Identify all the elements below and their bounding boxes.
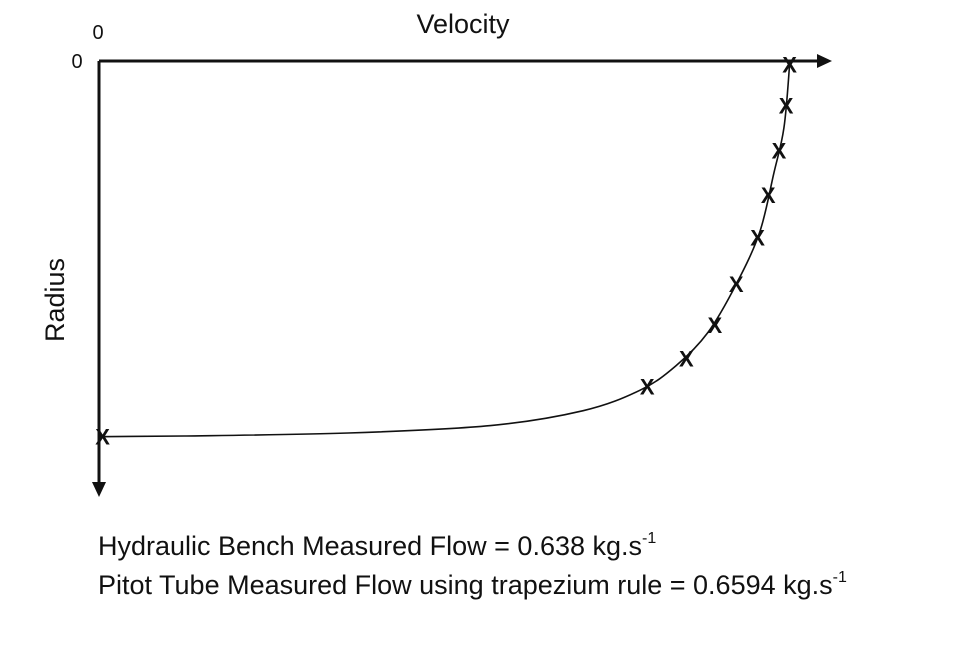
data-marker: X — [779, 94, 794, 119]
y-axis-label: Radius — [40, 258, 70, 342]
data-marker: X — [782, 53, 797, 78]
pitot-tube-flow-unit-exponent: -1 — [832, 569, 847, 586]
y-origin-label: 0 — [71, 51, 82, 73]
x-axis-arrowhead — [817, 54, 832, 68]
data-marker: X — [679, 347, 694, 372]
data-marker: X — [750, 226, 765, 251]
data-marker: X — [640, 375, 655, 400]
hydraulic-bench-flow-note: Hydraulic Bench Measured Flow = 0.638 kg… — [98, 530, 656, 562]
hydraulic-bench-flow-text: Hydraulic Bench Measured Flow = 0.638 kg… — [98, 531, 643, 561]
data-marker: X — [772, 138, 787, 163]
data-marker: X — [95, 425, 110, 450]
data-marker: X — [761, 183, 776, 208]
x-axis-label: Velocity — [416, 9, 510, 39]
pitot-tube-flow-note: Pitot Tube Measured Flow using trapezium… — [98, 569, 847, 601]
y-axis-arrowhead — [92, 482, 106, 497]
x-origin-label: 0 — [92, 22, 103, 44]
data-marker: X — [708, 313, 723, 338]
data-marker: X — [729, 272, 744, 297]
hydraulic-bench-flow-unit-exponent: -1 — [642, 530, 657, 547]
pitot-tube-flow-text: Pitot Tube Measured Flow using trapezium… — [98, 570, 833, 600]
velocity-profile-curve — [98, 64, 791, 438]
